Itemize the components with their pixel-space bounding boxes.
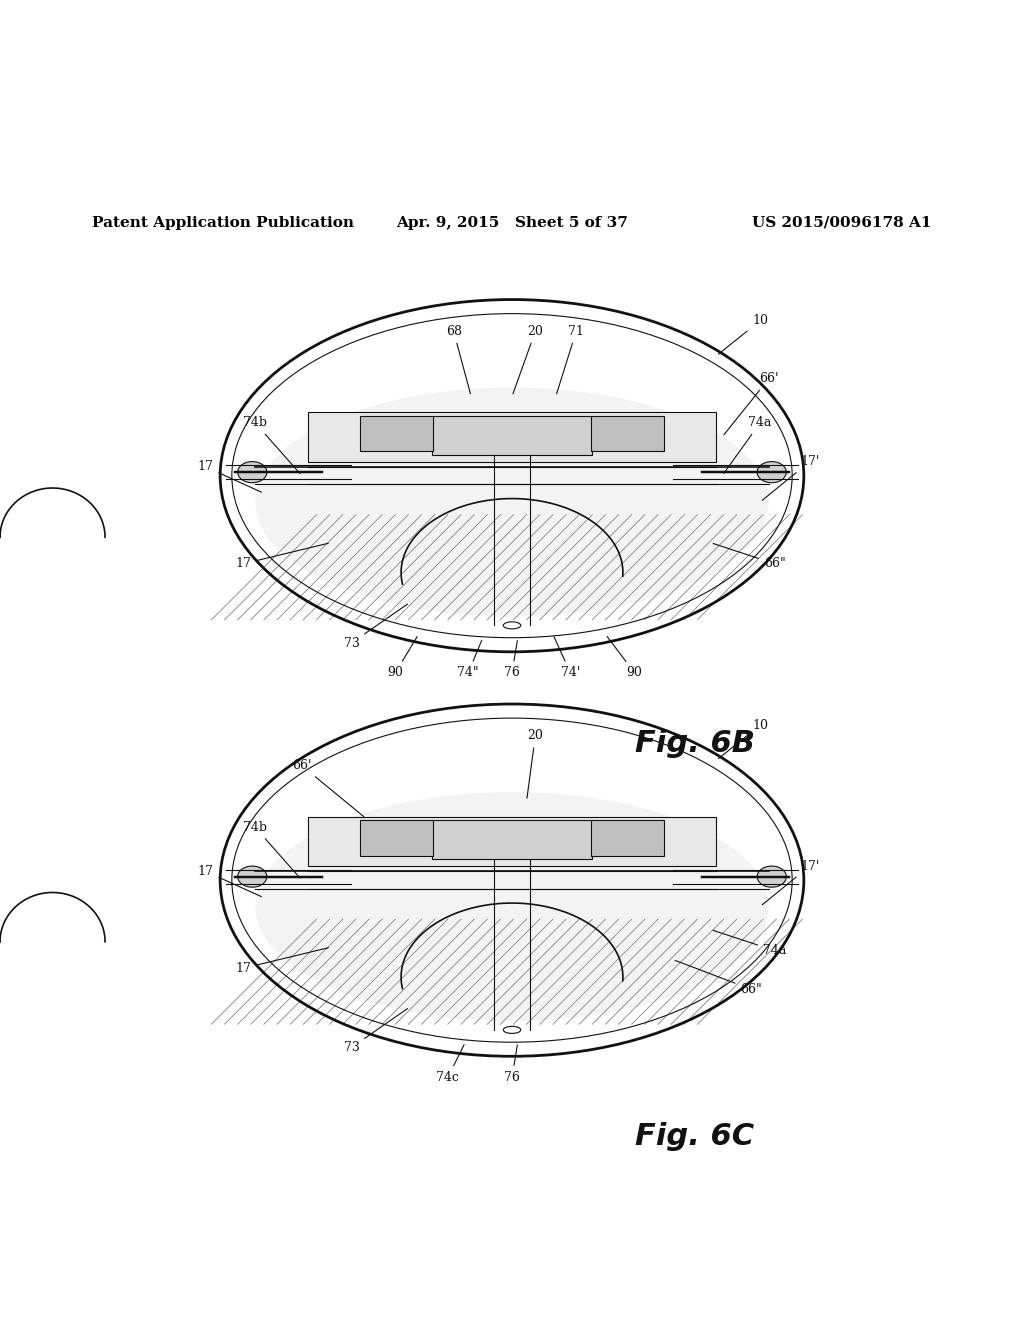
FancyBboxPatch shape xyxy=(591,820,664,855)
Ellipse shape xyxy=(255,792,769,1022)
Text: 20: 20 xyxy=(527,729,544,799)
Text: Patent Application Publication: Patent Application Publication xyxy=(92,215,354,230)
Text: 90: 90 xyxy=(607,636,642,680)
FancyBboxPatch shape xyxy=(307,412,717,462)
Text: 74c: 74c xyxy=(436,1044,464,1084)
Text: Fig. 6B: Fig. 6B xyxy=(635,730,755,759)
Text: 66': 66' xyxy=(724,372,778,434)
Text: 71: 71 xyxy=(557,325,584,393)
Text: Fig. 6C: Fig. 6C xyxy=(635,1122,754,1151)
Text: 73: 73 xyxy=(343,1008,408,1053)
Ellipse shape xyxy=(757,866,786,887)
Text: 66": 66" xyxy=(675,961,762,995)
Text: 68: 68 xyxy=(445,325,470,393)
Text: 20: 20 xyxy=(513,325,544,393)
Text: 74a: 74a xyxy=(724,416,772,474)
FancyBboxPatch shape xyxy=(360,416,433,451)
Text: 17': 17' xyxy=(762,455,819,500)
Text: 10: 10 xyxy=(719,314,768,354)
Ellipse shape xyxy=(238,462,267,483)
FancyBboxPatch shape xyxy=(360,820,433,855)
Text: US 2015/0096178 A1: US 2015/0096178 A1 xyxy=(753,215,932,230)
Text: 90: 90 xyxy=(387,636,417,680)
Text: 74b: 74b xyxy=(243,416,300,474)
Text: Apr. 9, 2015   Sheet 5 of 37: Apr. 9, 2015 Sheet 5 of 37 xyxy=(396,215,628,230)
Ellipse shape xyxy=(238,866,267,887)
Text: 74b: 74b xyxy=(243,821,300,878)
FancyBboxPatch shape xyxy=(432,416,592,454)
FancyBboxPatch shape xyxy=(591,416,664,451)
Text: 17: 17 xyxy=(198,461,261,492)
Text: 66': 66' xyxy=(292,759,364,817)
Text: 10: 10 xyxy=(719,718,768,759)
Ellipse shape xyxy=(255,388,769,616)
Text: 17: 17 xyxy=(236,948,329,974)
Ellipse shape xyxy=(757,462,786,483)
Text: 76: 76 xyxy=(504,640,520,680)
Text: 17: 17 xyxy=(236,544,329,570)
Text: 74": 74" xyxy=(458,640,481,680)
Text: 74a: 74a xyxy=(713,931,786,957)
Text: 66": 66" xyxy=(713,544,785,570)
FancyBboxPatch shape xyxy=(432,820,592,859)
Text: 73: 73 xyxy=(343,605,408,649)
Text: 17': 17' xyxy=(762,859,819,904)
Text: 17: 17 xyxy=(198,865,261,896)
FancyBboxPatch shape xyxy=(307,817,717,866)
Text: 76: 76 xyxy=(504,1045,520,1084)
Text: 74': 74' xyxy=(554,636,580,680)
